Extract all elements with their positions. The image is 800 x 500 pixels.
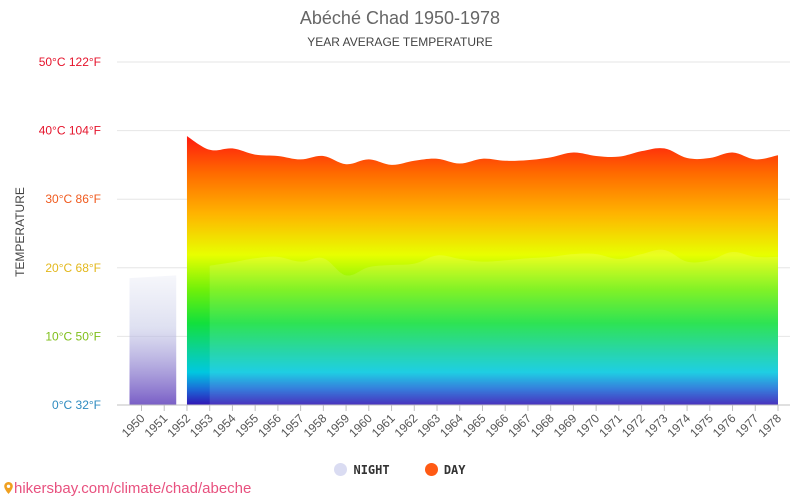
legend-label-night: NIGHT <box>353 463 390 477</box>
x-tick-label: 1966 <box>483 411 512 440</box>
x-tick-label: 1965 <box>460 411 489 440</box>
pin-icon <box>4 482 13 494</box>
x-tick-label: 1951 <box>142 411 171 440</box>
x-tick-label: 1960 <box>346 411 375 440</box>
legend-label-day: DAY <box>443 463 466 477</box>
x-tick-label: 1973 <box>642 411 671 440</box>
y-tick-label: 30°C 86°F <box>45 192 101 206</box>
x-tick-label: 1954 <box>210 411 239 440</box>
legend: NIGHT DAY <box>0 463 800 477</box>
x-tick-label: 1969 <box>551 411 580 440</box>
legend-swatch-day <box>424 463 438 476</box>
x-tick-label: 1974 <box>664 411 693 440</box>
chart-title: Abéché Chad 1950-1978 <box>299 8 501 28</box>
legend-swatch-night <box>334 463 348 476</box>
x-tick-label: 1961 <box>369 411 398 440</box>
x-tick-label: 1957 <box>278 411 307 440</box>
x-tick-label: 1964 <box>437 411 466 440</box>
x-tick-label: 1959 <box>323 411 352 440</box>
x-tick-label: 1952 <box>164 411 193 440</box>
x-tick-label: 1950 <box>119 411 148 440</box>
x-tick-label: 1976 <box>710 411 739 440</box>
y-tick-label: 10°C 50°F <box>45 329 101 343</box>
x-tick-label: 1967 <box>505 411 534 440</box>
day-area <box>186 136 778 405</box>
x-tick-label: 1962 <box>392 411 421 440</box>
x-tick-label: 1968 <box>528 411 557 440</box>
x-tick-label: 1977 <box>733 411 762 440</box>
y-tick-label: 40°C 104°F <box>39 124 101 138</box>
x-tick-label: 1963 <box>414 411 443 440</box>
legend-item-day[interactable]: DAY <box>424 463 466 477</box>
source-link[interactable]: hikersbay.com/climate/chad/abeche <box>4 480 251 497</box>
y-tick-label: 20°C 68°F <box>45 261 101 275</box>
x-tick-label: 1975 <box>687 411 716 440</box>
x-tick-label: 1955 <box>233 411 262 440</box>
night-area <box>209 249 779 405</box>
x-tick-label: 1958 <box>301 411 330 440</box>
x-tick-label: 1953 <box>187 411 216 440</box>
x-tick-label: 1970 <box>573 411 602 440</box>
night-area <box>129 275 177 405</box>
x-tick-label: 1971 <box>596 411 625 440</box>
source-text: hikersbay.com/climate/chad/abeche <box>14 480 252 497</box>
x-tick-label: 1978 <box>755 411 784 440</box>
y-tick-label: 50°C 122°F <box>39 55 101 69</box>
y-tick-label: 0°C 32°F <box>52 398 101 412</box>
x-tick-label: 1972 <box>619 411 648 440</box>
chart-subtitle: YEAR AVERAGE TEMPERATURE <box>307 35 493 49</box>
legend-item-night[interactable]: NIGHT <box>334 463 390 477</box>
x-tick-label: 1956 <box>255 411 284 440</box>
